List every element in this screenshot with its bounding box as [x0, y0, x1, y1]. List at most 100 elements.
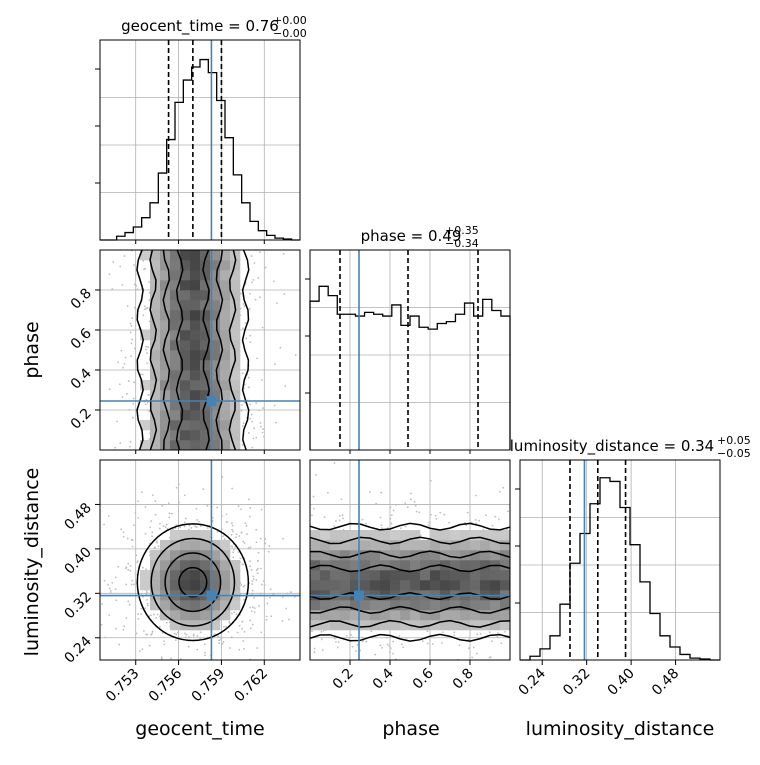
sample-point [496, 636, 499, 638]
sample-point [253, 596, 256, 599]
sample-point [231, 528, 233, 531]
sample-point [147, 346, 149, 348]
sample-point [273, 280, 275, 283]
sample-point [395, 503, 398, 506]
sample-point [227, 630, 230, 633]
density-cell [470, 600, 481, 611]
sample-point [239, 557, 242, 560]
sample-point [183, 525, 186, 528]
density-cell [170, 390, 181, 401]
density-cell [150, 570, 161, 581]
contour-2 [150, 537, 236, 627]
density-cell [160, 300, 171, 311]
density-cell [180, 350, 191, 361]
density-cell [230, 420, 241, 431]
density-cell [140, 380, 151, 391]
sample-point [478, 519, 481, 522]
sample-point [241, 404, 243, 406]
sample-point [255, 569, 258, 572]
density-cell [190, 620, 201, 631]
ytick-label-phase-1: 0.4 [68, 365, 95, 392]
density-cell [220, 390, 231, 401]
sample-point [116, 420, 119, 423]
sample-point [242, 640, 245, 642]
sample-point [241, 372, 244, 375]
sample-point [220, 638, 222, 641]
density-cell [180, 310, 191, 321]
sample-point [479, 632, 482, 635]
sample-point [253, 611, 256, 613]
sample-point [418, 637, 420, 639]
sample-point [379, 516, 382, 519]
density-cell [180, 430, 191, 441]
sample-point [223, 538, 226, 540]
density-cell [190, 550, 201, 561]
density-cell [500, 570, 510, 581]
density-cell [170, 330, 181, 341]
sample-point [198, 520, 200, 523]
sample-point [250, 255, 253, 257]
sample-point [103, 523, 105, 526]
sample-point [255, 579, 258, 581]
density-cell [170, 360, 181, 371]
density-cell [180, 410, 191, 421]
sample-point [244, 522, 247, 525]
sample-point [122, 629, 125, 631]
sample-point [206, 527, 209, 529]
sample-point [146, 352, 148, 355]
density-cell [230, 290, 241, 301]
density-cell [360, 560, 371, 571]
density-cell [170, 270, 181, 281]
sample-point [187, 528, 190, 531]
sample-point [259, 422, 262, 424]
sample-point [476, 633, 479, 636]
sample-point [174, 527, 177, 530]
density-cell [410, 620, 421, 631]
sample-point [163, 643, 166, 646]
sample-point [199, 631, 202, 634]
sample-point [160, 656, 163, 659]
density-cell [500, 610, 510, 621]
density-cell [160, 250, 171, 261]
density-cell [370, 560, 381, 571]
sample-point [192, 667, 194, 669]
sample-point [237, 551, 240, 553]
density-cell [170, 620, 181, 631]
injection-marker-2-1 [354, 590, 364, 601]
density-cell [180, 260, 191, 271]
sample-point [134, 306, 136, 309]
density-cell [200, 260, 211, 271]
sample-point [123, 255, 126, 257]
sample-point [251, 606, 254, 609]
sample-point [262, 428, 265, 430]
density-cell [150, 390, 161, 401]
density-cell [160, 560, 171, 571]
sample-point [304, 413, 306, 415]
density-cell [170, 430, 181, 441]
contour-2-right [228, 250, 237, 450]
density-cell [440, 580, 451, 591]
sample-point [472, 646, 475, 649]
density-cell [430, 610, 441, 621]
sample-point [168, 512, 171, 515]
sample-point [144, 403, 147, 406]
sample-point [506, 510, 509, 513]
sample-point [228, 647, 231, 649]
sample-point [437, 682, 439, 684]
contour-3-right [241, 250, 250, 450]
sample-point [144, 267, 147, 270]
sample-point [146, 362, 148, 365]
density-cell [490, 600, 501, 611]
density-cell [220, 410, 231, 421]
density-cell [170, 420, 181, 431]
xlabel-geocent-time: geocent_time [135, 718, 264, 740]
density-cell [230, 440, 241, 450]
sample-point [132, 397, 135, 400]
sample-point [149, 526, 152, 529]
sample-point [161, 504, 164, 507]
density-cell [450, 550, 461, 561]
density-cell [490, 530, 501, 541]
sample-point [282, 252, 285, 255]
density-cell [450, 570, 461, 581]
sample-point [242, 540, 245, 543]
